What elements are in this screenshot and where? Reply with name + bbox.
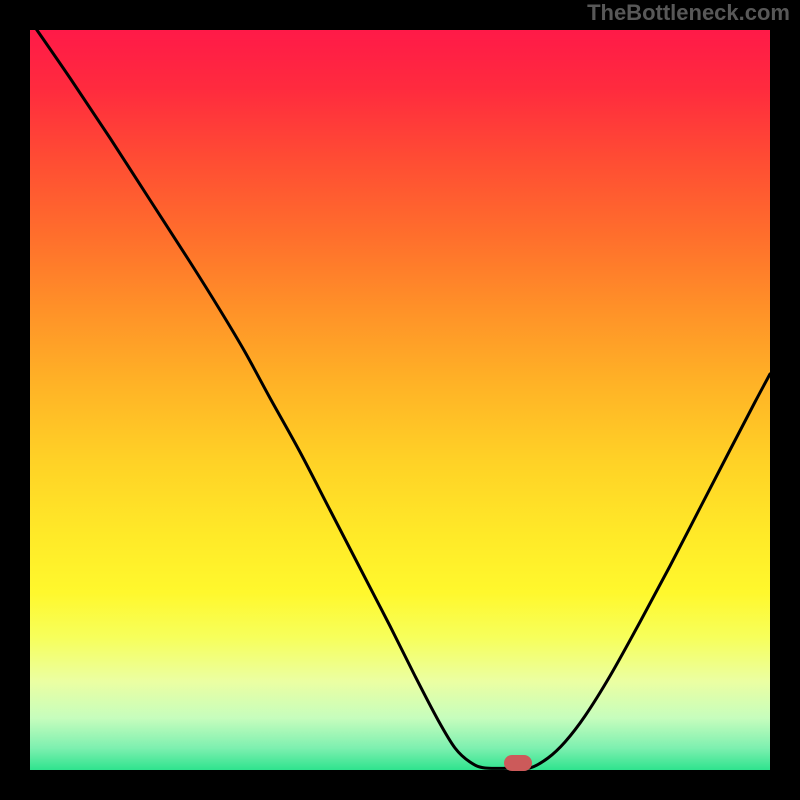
selected-marker <box>504 755 532 771</box>
plot-background <box>30 30 770 770</box>
chart-frame: TheBottleneck.com <box>0 0 800 800</box>
bottleneck-chart-svg <box>0 0 800 800</box>
watermark-text: TheBottleneck.com <box>587 0 790 26</box>
